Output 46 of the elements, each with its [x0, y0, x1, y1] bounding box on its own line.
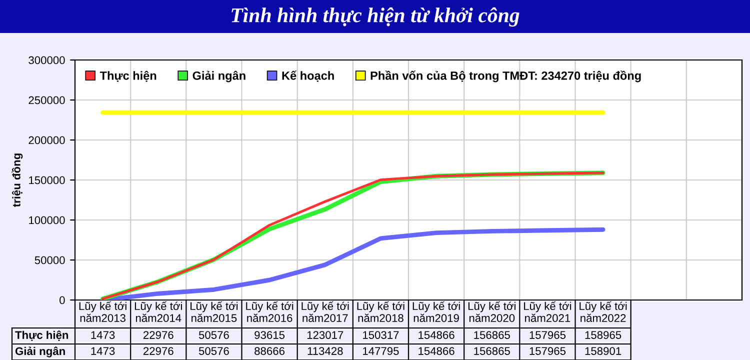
y-tick-label: 200000: [28, 136, 65, 144]
data-label: 22976: [143, 347, 174, 355]
text: Thực hiện: [15, 330, 68, 341]
data-label: 158901: [585, 347, 622, 355]
x-tick-label: Lũy kế tới năm2014: [134, 301, 182, 322]
x-tick-label: Lũy kế tới năm2013: [79, 301, 126, 322]
chart-title: Tình hình thực hiện từ khởi công: [232, 7, 520, 27]
data-label: 50576: [198, 347, 229, 355]
y-tick-label: 250000: [28, 96, 65, 104]
legend-label: Phần vốn của Bộ trong TMĐT: 234270 triệu đồng: [370, 70, 641, 82]
x-tick-label: Lũy kế tới năm2019: [412, 301, 460, 322]
x-tick-label: Lũy kế tới năm2015: [190, 301, 238, 322]
data-label: 88666: [254, 347, 285, 355]
y-tick-label: 150000: [29, 176, 65, 184]
data-label: 113428: [308, 347, 343, 355]
data-label: 50576: [198, 331, 229, 339]
legend-label: Giải ngân: [192, 70, 246, 82]
data-label: 154866: [418, 347, 454, 355]
data-label: 1473: [91, 347, 115, 355]
legend-label: Kế hoạch: [282, 70, 334, 82]
y-tick-label: 100000: [29, 216, 65, 224]
data-label: 156865: [474, 331, 510, 339]
x-tick-label: Lũy kế tới năm2020: [468, 301, 516, 322]
data-label: 123017: [307, 331, 344, 339]
data-label: 93615: [254, 331, 285, 339]
data-label: 154866: [418, 331, 454, 339]
data-label: 156865: [474, 347, 510, 355]
y-tick-label: 50000: [34, 256, 65, 264]
x-tick-label: Lũy kế tới năm2017: [302, 301, 349, 322]
y-tick-label: 0: [60, 296, 65, 304]
data-label: 147795: [363, 347, 399, 355]
legend-label: Thực hiện: [100, 70, 156, 82]
data-label: 158965: [585, 331, 622, 339]
data-label: 1473: [91, 331, 115, 339]
x-tick-label: Lũy kế tới năm2022: [580, 301, 627, 322]
x-tick-label: Lũy kế tới năm2018: [357, 301, 404, 322]
data-label: 157965: [530, 347, 566, 355]
data-label: 157965: [530, 331, 566, 339]
y-axis-title: triệu đồng: [12, 154, 23, 208]
x-tick-label: Lũy kế tới năm2021: [524, 301, 572, 322]
line-series: [100, 227, 606, 300]
data-label: 150317: [363, 331, 399, 339]
text: Giải ngân: [15, 346, 65, 358]
y-tick-label: 300000: [28, 56, 65, 64]
x-tick-label: Lũy kế tới năm2016: [246, 301, 294, 322]
data-label: 22976: [143, 331, 174, 339]
